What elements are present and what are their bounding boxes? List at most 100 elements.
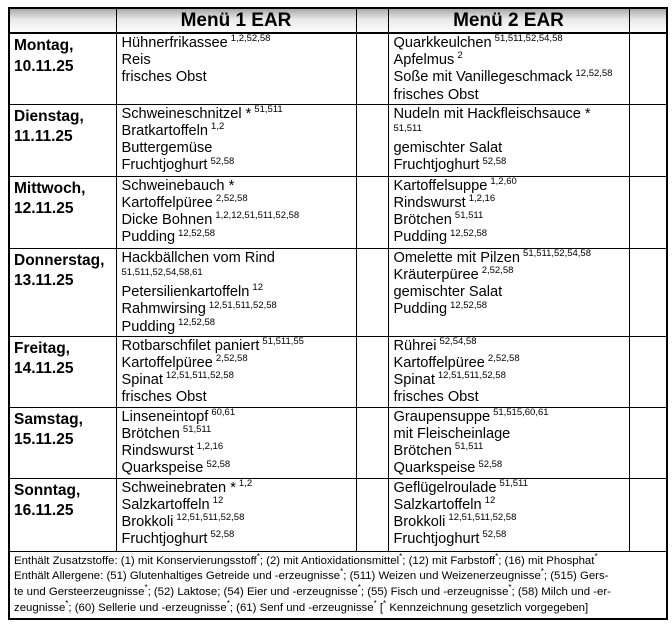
menu-item: Rindswurst 1,2,16 bbox=[394, 194, 627, 212]
menu2-cell: Omelette mit Pilzen 51,511,52,54,58 Kräute… bbox=[387, 247, 630, 337]
day-date: 11.11.25 bbox=[14, 128, 73, 146]
header-spacer-1 bbox=[355, 7, 389, 34]
dish-name: Brokkoli bbox=[121, 514, 174, 531]
dish-name: Spinat bbox=[393, 372, 435, 389]
additive-numbers: 51,511 bbox=[254, 104, 283, 115]
additive-numbers: 2,52,58 bbox=[215, 193, 248, 205]
menu1-cell: Linseneintopf 60,61 Brötchen 51,511 Rindswur… bbox=[115, 406, 357, 479]
dish-name: Rotbarschfilet paniert bbox=[121, 337, 260, 354]
day-cell: Donnerstag, 13.11.25 bbox=[8, 247, 117, 337]
menu-item: Dicke Bohnen 1,2,12,51,511,52,58 bbox=[122, 211, 354, 229]
menu-item: Spinat 12,51,511,52,58 bbox=[121, 371, 354, 389]
dish-name: Linseneintopf bbox=[121, 408, 209, 425]
menu-row: Montag, 10.11.25 Hühnerfrikassee 1,2,52,58 R… bbox=[8, 32, 668, 105]
dish-name: Quarkkeulchen bbox=[393, 35, 492, 51]
menu-item: Petersilienkartoffeln 12 bbox=[121, 283, 354, 301]
dish-name: Brötchen bbox=[121, 426, 180, 443]
dish-name: Quarkspeise bbox=[121, 460, 204, 477]
menu-item: Salzkartoffeln 12 bbox=[122, 496, 354, 514]
menu-item: Quarkkeulchen 51,511,52,54,58 bbox=[393, 33, 627, 52]
menu-item: Brötchen 51,511 bbox=[394, 442, 627, 460]
spacer-cell bbox=[355, 335, 389, 408]
additive-numbers: 12,52,58 bbox=[575, 67, 613, 79]
additive-numbers: 2 bbox=[457, 50, 463, 62]
menu1-cell: Schweinebraten * 1,2 Salzkartoffeln 12 Brokk… bbox=[115, 477, 357, 552]
menu-item: Quarkspeise 52,58 bbox=[393, 459, 627, 477]
menu-item: Rotbarschfilet paniert 51,511,55 bbox=[121, 336, 354, 355]
additive-numbers: 1,2,16 bbox=[196, 441, 224, 453]
additive-numbers: 2,52,58 bbox=[215, 353, 248, 365]
menu-item: Buttergemüse bbox=[122, 140, 354, 157]
menu-row: Samstag, 15.11.25 Linseneintopf 60,61 Brötch… bbox=[8, 406, 668, 479]
menu2-cell: Rührei 52,54,58 Kartoffelpüree 2,52,58 Spina… bbox=[387, 335, 630, 408]
dish-name: Spinat bbox=[121, 372, 163, 389]
dish-name: Buttergemüse bbox=[121, 140, 213, 157]
dish-name: Fruchtjoghurt bbox=[121, 531, 208, 548]
additive-numbers: 1,2,52,58 bbox=[230, 33, 271, 45]
menu-item: frisches Obst bbox=[122, 389, 354, 406]
dish-name: Kartoffelpüree bbox=[121, 195, 213, 212]
menu2-cell: Quarkkeulchen 51,511,52,54,58 Apfelmus 2 Soß… bbox=[387, 32, 630, 105]
menu-item: gemischter Salat bbox=[394, 284, 627, 301]
additive-numbers: 51,511,52,54,58 bbox=[523, 248, 592, 259]
additive-numbers: 2,52,58 bbox=[481, 265, 514, 277]
day-date: 15.11.25 bbox=[14, 431, 74, 449]
menu-table-footer: Enthält Zusatzstoffe: (1) mit Konservier… bbox=[8, 550, 668, 620]
additive-numbers: 51,511 bbox=[499, 478, 528, 489]
dish-name: Fruchtjoghurt bbox=[393, 157, 480, 174]
menu1-cell: Hühnerfrikassee 1,2,52,58 Reis frisches Obs… bbox=[115, 32, 357, 105]
spacer-cell bbox=[355, 406, 389, 479]
additive-numbers: 1,2,60 bbox=[490, 176, 517, 187]
dish-name: frisches Obst bbox=[393, 86, 479, 103]
asterisk-mark: * bbox=[144, 583, 148, 593]
additive-numbers: 1,2 bbox=[238, 478, 253, 489]
spacer-cell bbox=[355, 175, 389, 249]
header-menu2-label: Menü 2 EAR bbox=[387, 7, 630, 34]
asterisk-mark: * bbox=[383, 598, 387, 608]
day-date: 14.11.25 bbox=[14, 360, 74, 378]
additive-numbers: 12 bbox=[484, 494, 496, 506]
menu-item: gemischter Salat bbox=[394, 140, 627, 157]
asterisk-mark: * bbox=[256, 551, 260, 561]
dish-name: Petersilienkartoffeln bbox=[121, 284, 250, 301]
additive-numbers: 51,511,55 bbox=[262, 336, 304, 347]
header-row: Menü 1 EAR Menü 2 EAR bbox=[8, 7, 668, 34]
legend-line: Enthält Allergene: (51) Glutenhaltiges G… bbox=[14, 567, 609, 583]
dish-name: Apfelmus bbox=[393, 52, 455, 69]
menu-item: Fruchtjoghurt 52,58 bbox=[121, 529, 354, 548]
legend-line: te und Gersteerzeugnisse*; (52) Laktose;… bbox=[14, 583, 611, 599]
menu-item: Hühnerfrikassee 1,2,52,58 bbox=[122, 33, 354, 52]
spacer-cell bbox=[628, 175, 668, 249]
dish-name: Kartoffelsuppe bbox=[393, 177, 488, 194]
menu-table-body: Montag, 10.11.25 Hühnerfrikassee 1,2,52,58 R… bbox=[8, 32, 668, 552]
day-date: 16.11.25 bbox=[14, 502, 74, 520]
additive-numbers: 51,511,52,54,58 bbox=[494, 33, 563, 45]
dish-name: Kartoffelpüree bbox=[121, 355, 213, 372]
day-cell: Freitag, 14.11.25 bbox=[8, 335, 117, 408]
menu1-cell: Hackbällchen vom Rind 51,511,52,54,58,61 P… bbox=[115, 247, 357, 337]
menu-row: Dienstag, 11.11.25 Schweineschnitzel * 51,5… bbox=[8, 103, 668, 177]
menu-item: Kräuterpüree 2,52,58 bbox=[394, 265, 627, 284]
menu-item: Quarkspeise 52,58 bbox=[121, 459, 354, 477]
asterisk-mark: * bbox=[508, 583, 512, 593]
dish-name: Kartoffelpüree bbox=[393, 355, 485, 372]
spacer-cell bbox=[355, 103, 389, 177]
menu2-cell: Geflügelroulade 51,511 Salzkartoffeln 12 Bro… bbox=[387, 477, 630, 552]
dish-name: Omelette mit Pilzen bbox=[393, 249, 521, 266]
additive-numbers: 12,52,58 bbox=[450, 227, 488, 239]
menu-item: Pudding 12,52,58 bbox=[122, 228, 354, 246]
day-name: Samstag, bbox=[14, 410, 83, 428]
additive-numbers: 52,58 bbox=[210, 529, 235, 541]
dish-name: frisches Obst bbox=[121, 389, 207, 406]
menu-table-header: Menü 1 EAR Menü 2 EAR bbox=[8, 7, 668, 34]
menu-item: Bratkartoffeln 1,2 bbox=[122, 122, 354, 140]
menu-item: Brokkoli 12,51,511,52,58 bbox=[394, 513, 627, 531]
menu-item: Linseneintopf 60,61 bbox=[121, 408, 354, 426]
dish-name: Quarkspeise bbox=[393, 460, 476, 477]
asterisk-mark: * bbox=[540, 567, 544, 577]
additive-numbers: 2,52,58 bbox=[487, 353, 520, 365]
menu-item: Spinat 12,51,511,52,58 bbox=[393, 371, 627, 389]
menu-item: Schweinebraten * 1,2 bbox=[122, 478, 354, 497]
additive-numbers: 52,54,58 bbox=[439, 336, 477, 347]
day-name: Freitag, bbox=[14, 339, 70, 357]
